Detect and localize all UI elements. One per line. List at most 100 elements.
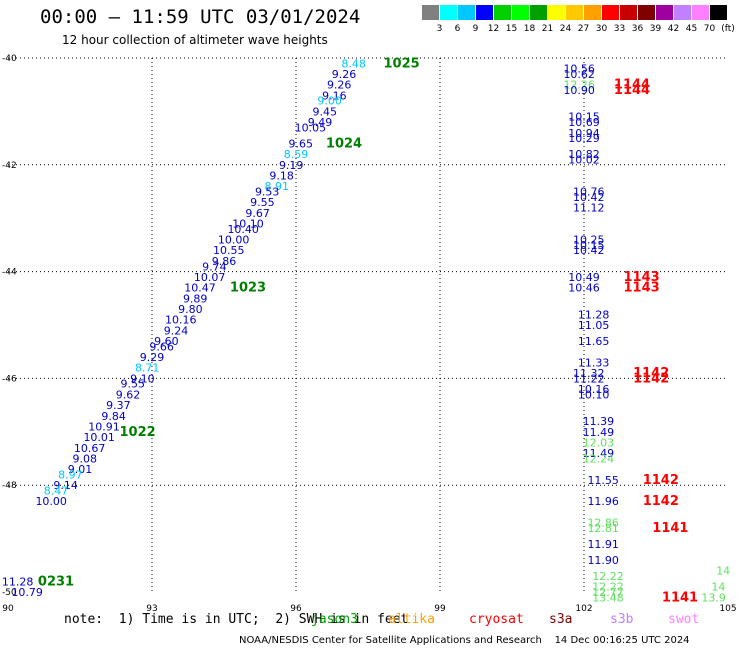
colorbar-tick-label: 3 xyxy=(436,24,443,34)
wave-height-value: 14 xyxy=(711,581,725,594)
wave-height-value: 10.55 xyxy=(213,244,245,257)
colorbar-swatch xyxy=(620,5,637,20)
pass-time-label: 1142 xyxy=(643,494,679,509)
wave-height-value: 10.16 xyxy=(165,314,197,327)
colorbar-tick-label: 70 xyxy=(703,24,716,34)
wave-height-value: 10.00 xyxy=(35,495,67,508)
map-title: 00:00 — 11:59 UTC 03/01/2024 xyxy=(40,6,361,28)
wave-height-value: 9.66 xyxy=(149,340,174,353)
colorbar-tick-label: 33 xyxy=(613,24,626,34)
pass-time-label: 1024 xyxy=(326,136,362,151)
pass-time-label: 1142 xyxy=(633,371,669,386)
wave-height-value: 12.22 xyxy=(592,570,624,583)
wave-height-value: 11.65 xyxy=(578,335,610,348)
wave-height-value: 10.05 xyxy=(295,121,327,134)
x-axis-tick-label: 99 xyxy=(434,604,446,614)
legend-s3a: s3a xyxy=(549,612,573,627)
wave-height-value: 10.16 xyxy=(578,383,610,396)
wave-height-value: 11.55 xyxy=(587,474,619,487)
wave-height-value: 10.00 xyxy=(218,234,250,247)
x-axis-tick-label: 96 xyxy=(290,604,302,614)
pass-time-label: 1025 xyxy=(384,56,420,71)
colorbar-unit: (ft) xyxy=(721,24,735,34)
wave-height-value: 10.25 xyxy=(573,234,605,247)
colorbar-swatch xyxy=(674,5,691,20)
wave-height-value: 10.62 xyxy=(563,68,595,81)
wave-height-value: 9.55 xyxy=(121,378,146,391)
wave-height-value: 9.62 xyxy=(116,388,141,401)
wave-height-value: 10.15 xyxy=(573,239,605,252)
wave-height-value: 10.82 xyxy=(568,148,600,161)
colorbar-swatch xyxy=(584,5,601,20)
wave-height-value: 11.28 xyxy=(2,575,34,588)
pass-time-label: 1144 xyxy=(614,83,650,98)
colorbar-tick-label: 39 xyxy=(649,24,662,34)
colorbar-swatch xyxy=(440,5,457,20)
wave-height-value: 10.42 xyxy=(573,244,605,257)
wave-height-value: 9.45 xyxy=(313,105,338,118)
wave-height-value: 12.77 xyxy=(592,586,624,599)
wave-height-value: 11.32 xyxy=(573,367,605,380)
wave-height-value: 9.16 xyxy=(322,89,347,102)
wave-height-value: 10.67 xyxy=(74,442,106,455)
wave-height-value: 13.48 xyxy=(592,591,624,604)
colorbar-tick-label: 9 xyxy=(472,24,479,34)
wave-height-value: 11.39 xyxy=(583,415,615,428)
y-axis-tick-label: -46 xyxy=(2,374,17,384)
x-axis-tick-label: 102 xyxy=(575,604,592,614)
wave-height-value: 9.60 xyxy=(154,335,179,348)
wave-height-value: 9.53 xyxy=(255,186,280,199)
colorbar-swatch xyxy=(692,5,709,20)
pass-time-label: 1141 xyxy=(662,590,698,605)
wave-height-value: 9.80 xyxy=(178,303,203,316)
wave-height-value: 9.89 xyxy=(183,292,208,305)
wave-height-value: 10.02 xyxy=(568,153,600,166)
pass-time-label: 1022 xyxy=(120,425,156,440)
wave-height-value: 9.65 xyxy=(289,137,314,150)
wave-height-value: 12.26 xyxy=(563,79,595,92)
legend-swot: swot xyxy=(668,612,700,627)
wave-height-value: 10.10 xyxy=(578,388,610,401)
wave-height-value: 8.48 xyxy=(341,57,366,70)
wave-height-value: 10.46 xyxy=(568,282,600,295)
wave-height-value: 10.29 xyxy=(568,132,600,145)
wave-height-value: 11.90 xyxy=(587,554,619,567)
wave-height-value: 10.79 xyxy=(11,586,43,599)
colorbar-swatch xyxy=(422,5,439,20)
colorbar-tick-label: 30 xyxy=(595,24,608,34)
wave-height-value: 10.76 xyxy=(573,186,605,199)
x-axis-tick-label: 105 xyxy=(719,604,736,614)
colorbar-tick-label: 45 xyxy=(685,24,698,34)
y-axis-tick-label: -44 xyxy=(2,268,17,278)
wave-height-value: 11.33 xyxy=(578,356,610,369)
map-subtitle: 12 hour collection of altimeter wave hei… xyxy=(62,33,328,47)
wave-height-value: 13.9 xyxy=(701,591,726,604)
y-axis-tick-label: -42 xyxy=(2,161,17,171)
pass-time-label: 1143 xyxy=(624,281,660,296)
wave-height-value: 10.56 xyxy=(563,63,595,76)
wave-height-value: 8.97 xyxy=(58,469,83,482)
wave-height-value: 11.22 xyxy=(573,372,605,385)
wave-height-value: 10.42 xyxy=(573,191,605,204)
wave-height-value: 9.37 xyxy=(106,399,131,412)
legend-altika: altika xyxy=(388,612,435,627)
colorbar-tick-label: 24 xyxy=(559,24,572,34)
wave-height-value: 11.12 xyxy=(573,202,605,215)
colorbar-swatch xyxy=(638,5,655,20)
pass-time-label: 1142 xyxy=(643,473,679,488)
wave-height-value: 8.91 xyxy=(265,180,290,193)
wave-height-value: 12.81 xyxy=(587,522,619,535)
x-axis-tick-label: 93 xyxy=(146,604,157,614)
wave-height-value: 11.05 xyxy=(578,319,610,332)
pass-time-label: 1142 xyxy=(633,366,669,381)
wave-height-value: 10.10 xyxy=(232,218,264,231)
colorbar-swatch xyxy=(710,5,727,20)
wave-height-value: 10.90 xyxy=(563,84,595,97)
colorbar-swatch xyxy=(656,5,673,20)
wave-height-value: 11.28 xyxy=(578,308,610,321)
colorbar-swatch xyxy=(602,5,619,20)
colorbar-swatch xyxy=(530,5,547,20)
colorbar-tick-label: 36 xyxy=(631,24,644,34)
colorbar-tick-label: 21 xyxy=(541,24,554,34)
wave-height-value: 9.74 xyxy=(202,260,227,273)
